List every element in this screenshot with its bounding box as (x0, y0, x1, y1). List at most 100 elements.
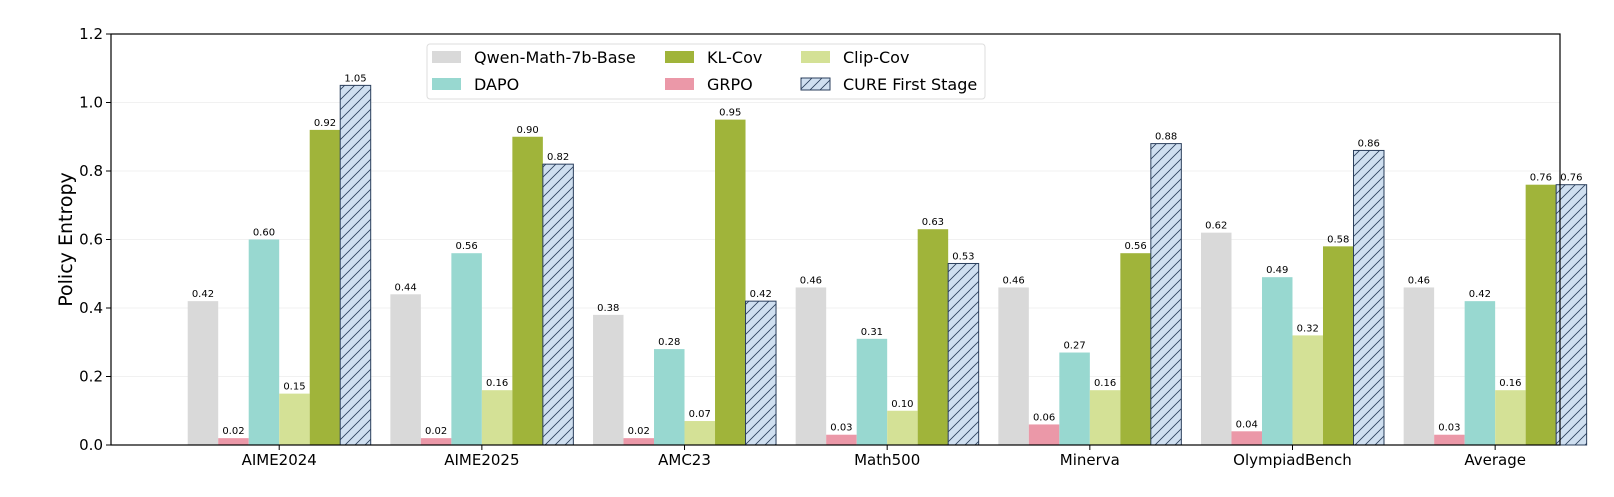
data-label: 0.42 (750, 289, 772, 300)
legend-swatch (801, 51, 830, 63)
legend: Qwen-Math-7b-Base DAPO KL-Cov GRPO Clip-Cov C… (426, 43, 986, 100)
legend-swatch (665, 51, 694, 63)
bar (856, 338, 888, 445)
bar (218, 438, 249, 445)
data-label: 0.88 (1155, 132, 1177, 143)
bar (887, 410, 918, 445)
data-label: 0.16 (1094, 378, 1116, 389)
x-tick-label: AIME2024 (242, 451, 317, 469)
bar (1525, 184, 1557, 445)
bar (1495, 390, 1526, 445)
bar (1352, 149, 1385, 446)
x-tick-label: Average (1464, 451, 1526, 469)
legend-swatch (432, 78, 461, 90)
data-label: 0.76 (1560, 173, 1582, 184)
bar (795, 287, 827, 445)
y-axis-title: Policy Entropy (55, 172, 77, 307)
data-label: 0.10 (891, 399, 913, 410)
data-label: 0.42 (192, 289, 214, 300)
bar (745, 300, 777, 446)
data-label: 0.58 (1327, 234, 1349, 245)
data-label: 0.56 (455, 241, 477, 252)
bar (654, 349, 685, 445)
data-label: 0.46 (800, 275, 822, 286)
data-label: 0.44 (394, 282, 416, 293)
bar (1059, 352, 1090, 445)
bars (187, 84, 1588, 446)
data-label: 0.90 (516, 125, 538, 136)
data-label: 0.04 (1236, 419, 1258, 430)
bar (1089, 390, 1121, 445)
y-tick-label: 1.2 (79, 25, 103, 43)
data-label: 0.32 (1297, 323, 1319, 334)
data-label: 0.63 (922, 217, 944, 228)
data-label: 0.62 (1205, 221, 1227, 232)
data-label: 0.03 (830, 423, 852, 434)
bar (512, 136, 543, 445)
legend-label: KL-Cov (707, 48, 762, 67)
bar (1464, 301, 1496, 445)
data-label: 0.60 (253, 228, 275, 239)
x-tick-label: OlympiadBench (1233, 451, 1352, 469)
bar (542, 163, 574, 446)
bar (947, 262, 980, 446)
x-tick-label: Minerva (1060, 451, 1120, 469)
y-tick-label: 0.8 (79, 162, 103, 180)
data-label: 0.53 (952, 251, 974, 262)
bar (1231, 431, 1262, 445)
legend-box (426, 43, 986, 100)
data-label: 0.46 (1408, 275, 1430, 286)
bar (187, 301, 219, 445)
data-label: 0.28 (658, 337, 680, 348)
data-label: 0.82 (547, 152, 569, 163)
bar (1434, 434, 1465, 445)
bar (339, 84, 372, 446)
y-tick-label: 0.6 (79, 231, 103, 249)
data-label: 1.05 (344, 73, 366, 84)
data-label: 0.07 (689, 409, 711, 420)
data-label: 0.16 (486, 378, 508, 389)
data-label: 0.86 (1358, 138, 1380, 149)
data-label: 0.15 (283, 382, 305, 393)
bar (1322, 246, 1354, 445)
data-label: 0.16 (1499, 378, 1521, 389)
data-label: 0.31 (861, 327, 883, 338)
bar (279, 393, 310, 445)
bar (998, 287, 1029, 445)
data-label: 0.42 (1469, 289, 1491, 300)
data-label: 0.02 (222, 426, 244, 437)
data-label: 0.46 (1002, 275, 1024, 286)
data-label: 0.76 (1530, 173, 1552, 184)
bar (623, 438, 655, 445)
y-tick-label: 0.0 (79, 436, 103, 454)
legend-label: DAPO (474, 75, 519, 94)
x-axis: AIME2024 AIME2025 AMC23 Math500 Minerva Olymp… (242, 445, 1526, 469)
legend-label: Qwen-Math-7b-Base (474, 48, 636, 67)
data-labels: 0.42 0.02 0.60 0.15 0.92 1.05 0.44 0.02 0.56 0.16… (192, 73, 1583, 437)
y-tick-label: 1.0 (79, 94, 103, 112)
bar (917, 229, 949, 445)
bar (1292, 335, 1323, 445)
bar (1200, 232, 1232, 445)
bar (248, 239, 280, 445)
legend-label: GRPO (707, 75, 753, 94)
data-label: 0.06 (1033, 412, 1055, 423)
data-label: 0.02 (425, 426, 447, 437)
y-tick-label: 0.2 (79, 368, 103, 386)
bar (390, 294, 421, 445)
data-label: 0.56 (1124, 241, 1146, 252)
bar (420, 438, 452, 445)
legend-swatch (432, 51, 461, 63)
x-tick-label: AMC23 (658, 451, 711, 469)
data-label: 0.02 (628, 426, 650, 437)
bar (684, 421, 716, 445)
data-label: 0.03 (1438, 423, 1460, 434)
data-label: 0.92 (314, 118, 336, 129)
bar (1403, 287, 1435, 445)
legend-label: Clip-Cov (843, 48, 909, 67)
bar (481, 390, 513, 445)
bar (1555, 184, 1588, 446)
bar (451, 253, 482, 445)
bar (1120, 253, 1151, 445)
y-axis: 0.0 0.2 0.4 0.6 0.8 1.0 1.2 (79, 25, 111, 454)
